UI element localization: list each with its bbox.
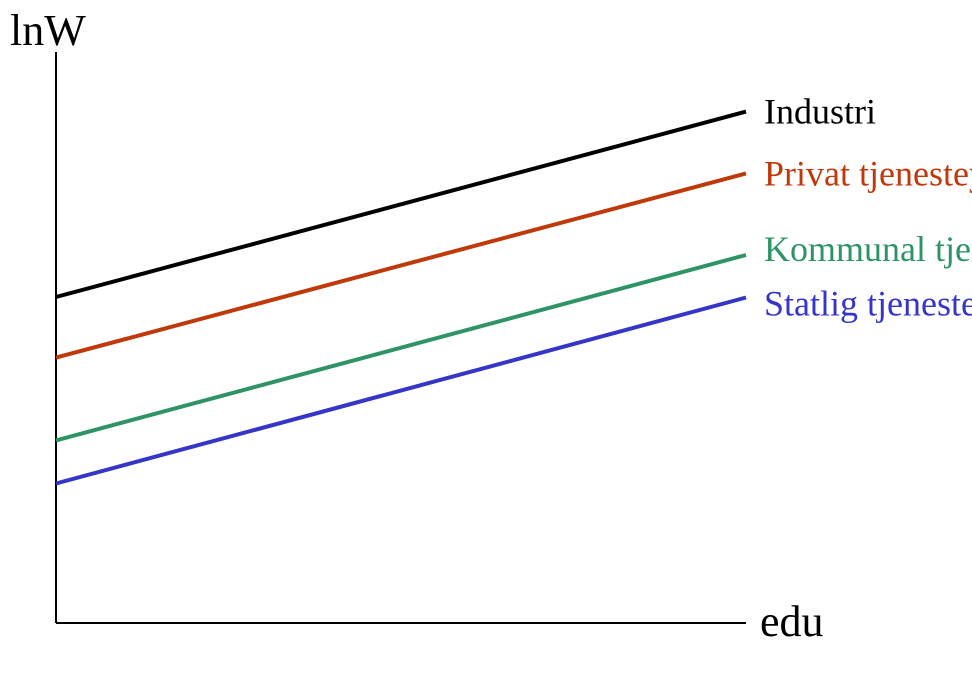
series-layer: Industri Privat tjenesteyting Kommunal tje…: [55, 92, 972, 486]
x-axis-label: edu: [760, 597, 824, 646]
y-axis-label: lnW: [10, 6, 86, 55]
series-line-2: [55, 171, 747, 360]
series-label-4: Statlig tjenesteyting: [764, 284, 972, 324]
series-label-2: Privat tjenesteyting: [764, 153, 972, 193]
series-label-3: Kommunal tjenesteyting: [764, 229, 972, 269]
series-label-1: Industri: [764, 92, 876, 132]
series-line-3: [55, 253, 747, 443]
series-line-4: [55, 295, 747, 486]
series-line-1: [55, 109, 747, 299]
